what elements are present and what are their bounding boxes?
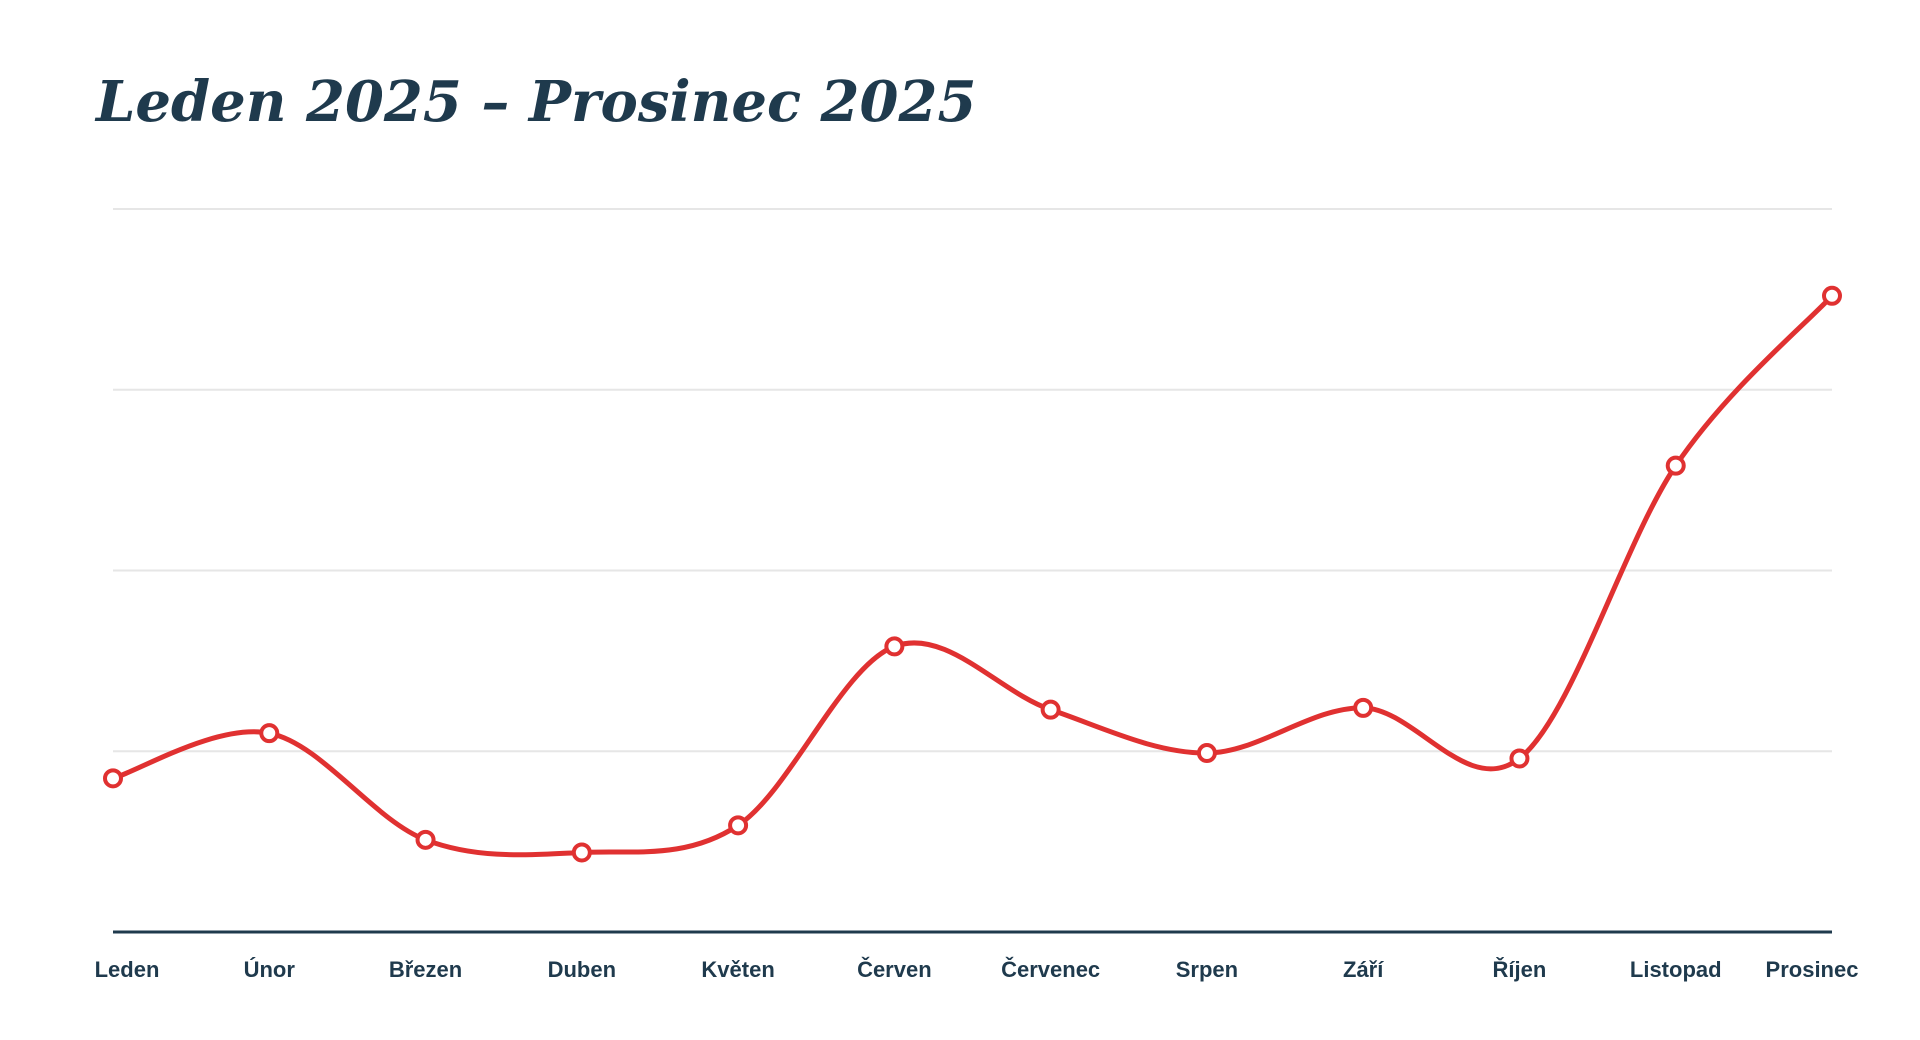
- series-line: [110, 293, 1835, 858]
- x-tick-label: Květen: [701, 957, 774, 982]
- data-point-březen: [415, 829, 436, 850]
- data-point-únor: [259, 723, 280, 744]
- data-point-srpen: [1196, 743, 1217, 764]
- x-tick-label: Září: [1343, 957, 1384, 982]
- data-point-duben: [571, 842, 592, 863]
- grid-lines: [113, 208, 1832, 753]
- x-tick-label: Srpen: [1176, 957, 1238, 982]
- data-point-leden: [103, 768, 123, 789]
- data-point-květen: [728, 815, 749, 836]
- data-point-červen: [884, 636, 905, 657]
- data-point-prosinec: [1822, 285, 1842, 306]
- chart-title: Leden 2025 – Prosinec 2025: [96, 69, 977, 135]
- x-tick-label: Listopad: [1630, 957, 1722, 982]
- x-tick-label: Červenec: [1001, 957, 1100, 982]
- data-points: [103, 285, 1842, 863]
- data-point-listopad: [1665, 455, 1686, 476]
- x-tick-label: Říjen: [1493, 957, 1547, 982]
- data-point-září: [1353, 697, 1374, 718]
- x-tick-label: Únor: [244, 957, 296, 982]
- x-tick-label: Červen: [857, 957, 932, 982]
- x-tick-label: Leden: [95, 957, 160, 982]
- x-tick-label: Duben: [548, 957, 616, 982]
- data-point-říjen: [1509, 748, 1530, 769]
- x-tick-labels: Leden Únor Březen Duben Květen Červen Červenec…: [95, 957, 1859, 982]
- data-point-červenec: [1040, 699, 1061, 720]
- x-tick-label: Březen: [389, 957, 462, 982]
- x-tick-label: Prosinec: [1766, 957, 1859, 982]
